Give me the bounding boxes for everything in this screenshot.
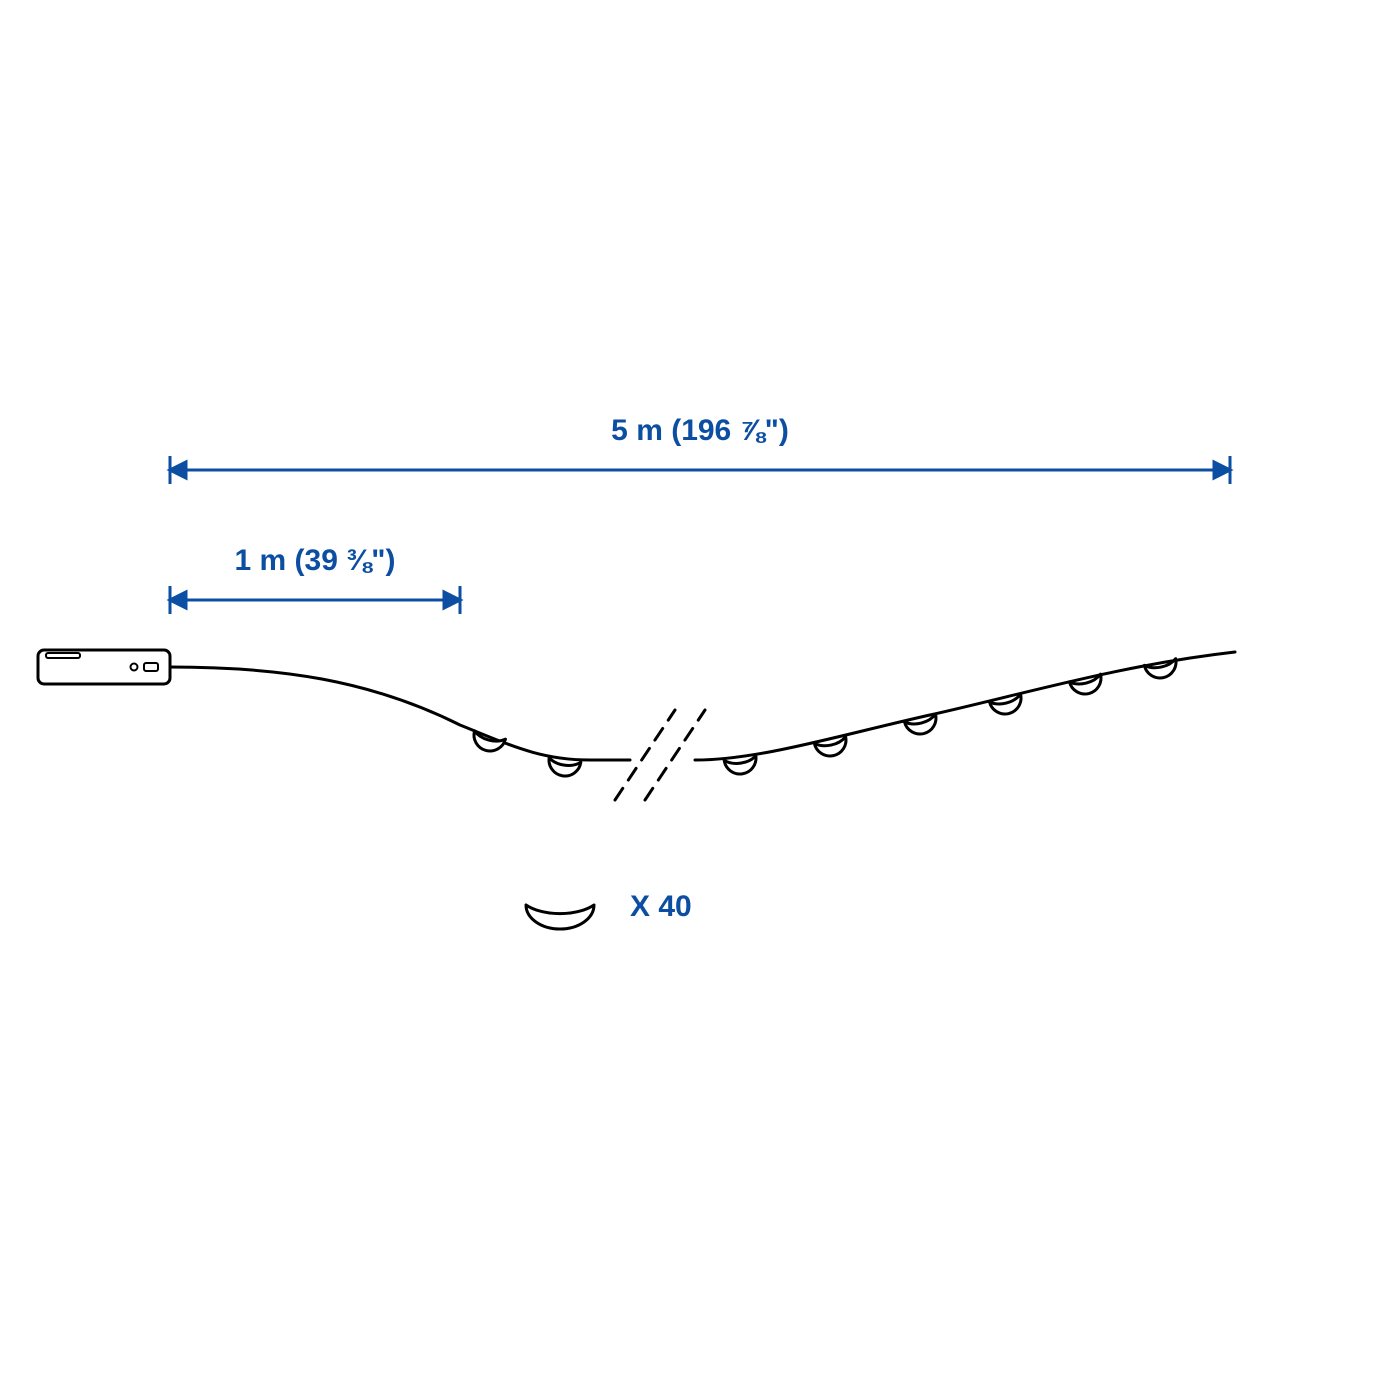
- cable-break-slash: [615, 710, 675, 800]
- dimension-total: 5 m (196 ⅞"): [170, 414, 1230, 484]
- bulb-icon: [470, 731, 505, 755]
- legend-bulb-icon: [526, 905, 594, 929]
- dimension-lead-label: 1 m (39 ⅜"): [235, 544, 396, 577]
- cable-break-slash: [645, 710, 705, 800]
- cable: [170, 652, 1235, 760]
- dimension-lead: 1 m (39 ⅜"): [170, 544, 460, 614]
- battery-box: [38, 650, 170, 684]
- dimension-total-label: 5 m (196 ⅞"): [611, 414, 789, 447]
- bulb-count-label: X 40: [630, 890, 692, 923]
